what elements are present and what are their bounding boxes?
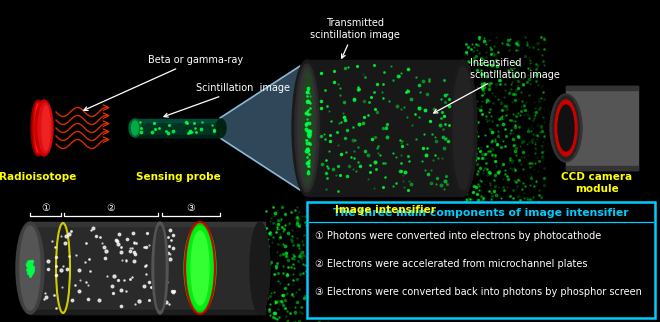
- Ellipse shape: [558, 105, 574, 151]
- Ellipse shape: [131, 121, 139, 135]
- Ellipse shape: [250, 222, 270, 314]
- Text: ②: ②: [107, 203, 115, 213]
- Bar: [136, 119, 220, 122]
- Ellipse shape: [191, 231, 209, 305]
- Ellipse shape: [129, 119, 141, 137]
- Text: Beta or gamma-ray: Beta or gamma-ray: [84, 55, 243, 110]
- Text: CCD camera
module: CCD camera module: [562, 172, 632, 194]
- Bar: [566, 166, 638, 170]
- Ellipse shape: [184, 223, 216, 313]
- Bar: [566, 86, 638, 90]
- Text: ① Photons were converted into electrons by photocathode: ① Photons were converted into electrons …: [315, 231, 601, 241]
- Ellipse shape: [453, 66, 473, 190]
- Bar: [30, 310, 265, 314]
- FancyBboxPatch shape: [307, 202, 655, 318]
- Text: Transmitted
scintillation image: Transmitted scintillation image: [310, 18, 400, 58]
- Text: Intensified
scintillation image: Intensified scintillation image: [434, 58, 560, 113]
- Text: ③ Electrons were converted back into photons by phosphor screen: ③ Electrons were converted back into pho…: [315, 287, 642, 297]
- Text: Radioisotope: Radioisotope: [0, 172, 77, 182]
- Ellipse shape: [152, 222, 168, 314]
- Ellipse shape: [449, 60, 477, 196]
- Ellipse shape: [295, 64, 319, 192]
- Bar: [30, 222, 265, 226]
- Text: Scintillation  image: Scintillation image: [164, 83, 290, 117]
- Ellipse shape: [35, 104, 41, 152]
- Ellipse shape: [42, 106, 50, 150]
- Ellipse shape: [31, 100, 45, 156]
- Ellipse shape: [302, 72, 314, 184]
- Ellipse shape: [553, 96, 579, 160]
- Text: The three main components of image intensifier: The three main components of image inten…: [333, 208, 629, 218]
- Ellipse shape: [35, 100, 53, 156]
- Ellipse shape: [298, 68, 316, 188]
- Text: Image intensifier: Image intensifier: [335, 205, 436, 215]
- Ellipse shape: [38, 103, 52, 153]
- Bar: [30, 222, 265, 314]
- Ellipse shape: [216, 119, 226, 137]
- Ellipse shape: [155, 226, 165, 310]
- Text: Sensing probe: Sensing probe: [135, 172, 220, 182]
- Bar: [136, 135, 220, 138]
- Polygon shape: [220, 66, 300, 190]
- Bar: [566, 86, 638, 170]
- Ellipse shape: [58, 226, 68, 310]
- Ellipse shape: [292, 60, 322, 196]
- Ellipse shape: [16, 222, 44, 314]
- Ellipse shape: [550, 94, 582, 162]
- Text: ①: ①: [41, 203, 50, 213]
- Ellipse shape: [33, 102, 43, 154]
- Ellipse shape: [20, 226, 40, 310]
- Ellipse shape: [187, 226, 213, 310]
- Bar: [307, 60, 463, 196]
- Ellipse shape: [555, 100, 577, 156]
- Text: ③: ③: [187, 203, 195, 213]
- Bar: [134, 119, 222, 137]
- Text: ② Electrons were accelerated from microchannel plates: ② Electrons were accelerated from microc…: [315, 259, 587, 269]
